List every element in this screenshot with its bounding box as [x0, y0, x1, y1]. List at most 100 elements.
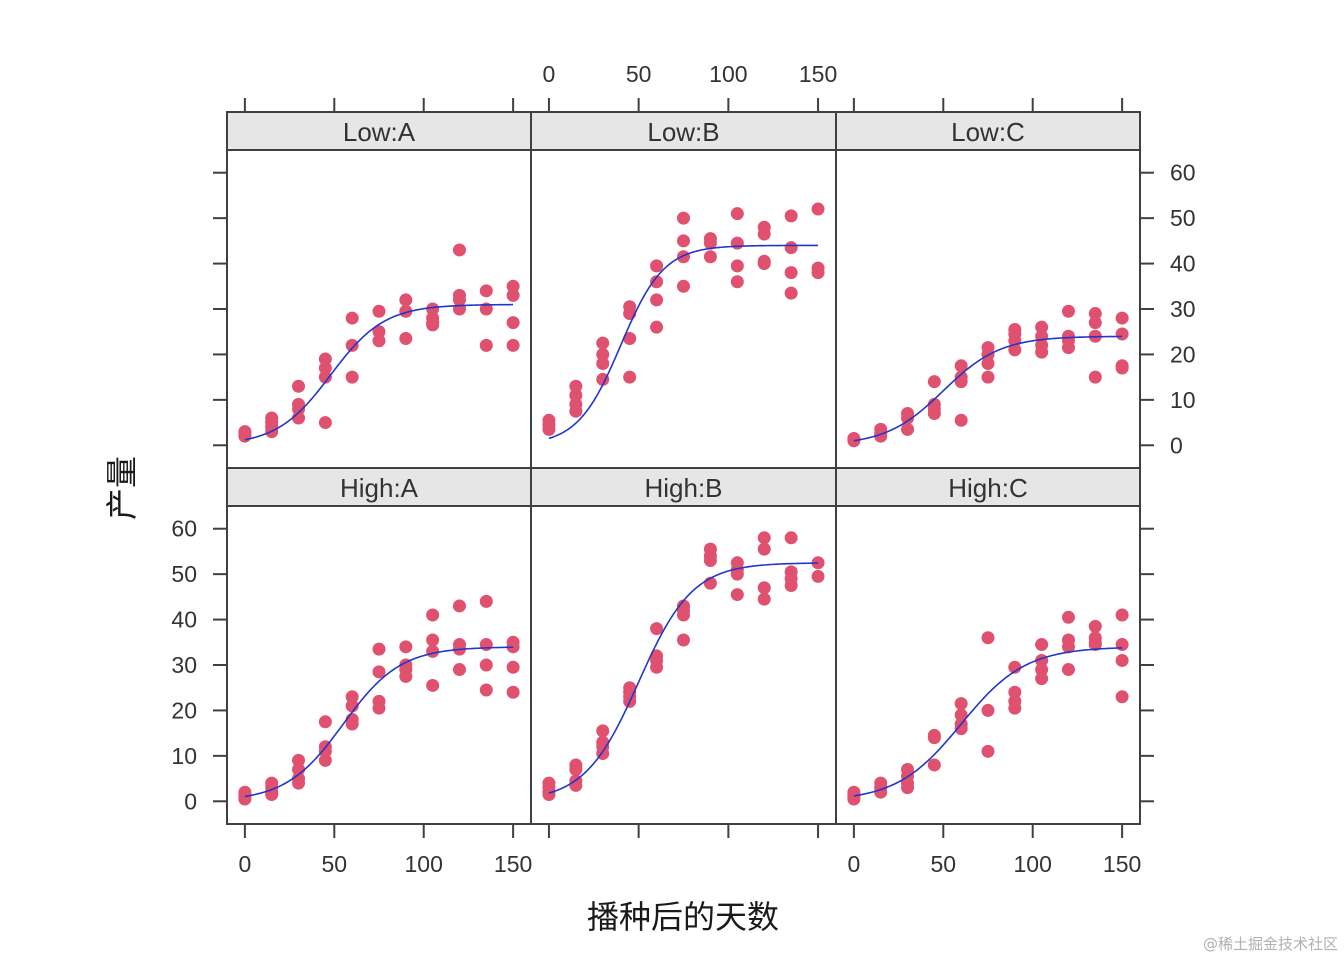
data-point: [318, 744, 332, 758]
data-point: [596, 336, 610, 350]
y-tick-label: 40: [1170, 251, 1196, 277]
data-point: [596, 357, 610, 371]
x-tick-label: 100: [405, 851, 443, 877]
data-point: [981, 631, 995, 645]
strip-background: [227, 468, 531, 506]
fit-line: [853, 335, 1123, 442]
data-point: [784, 266, 798, 280]
data-point: [1061, 304, 1075, 318]
data-point: [901, 781, 915, 795]
data-point: [569, 762, 583, 776]
data-point: [650, 293, 664, 307]
data-point: [811, 556, 825, 570]
data-point: [1008, 701, 1022, 715]
data-point: [506, 660, 520, 674]
data-point: [596, 347, 610, 361]
strip-label: High:A: [340, 473, 419, 503]
data-point: [238, 429, 252, 443]
data-point: [1115, 327, 1129, 341]
x-tick-label: 0: [543, 61, 556, 87]
y-tick-label: 30: [1170, 296, 1196, 322]
data-point: [981, 357, 995, 371]
data-point: [345, 690, 359, 704]
data-point: [318, 416, 332, 430]
data-point: [426, 318, 440, 332]
data-point: [452, 293, 466, 307]
data-point: [811, 569, 825, 583]
data-point: [1035, 345, 1049, 359]
data-point: [623, 332, 637, 346]
data-point: [784, 286, 798, 300]
data-point: [506, 279, 520, 293]
y-tick-label: 10: [171, 743, 197, 769]
data-point: [703, 250, 717, 264]
data-point: [650, 660, 664, 674]
x-tick-label: 100: [1014, 851, 1052, 877]
strip-label: Low:A: [343, 117, 416, 147]
strip-label: Low:C: [951, 117, 1025, 147]
strip-background: [531, 112, 836, 150]
data-point: [650, 275, 664, 289]
data-point: [569, 379, 583, 393]
data-point: [399, 332, 413, 346]
data-point: [506, 338, 520, 352]
y-tick-label: 50: [171, 561, 197, 587]
data-point: [927, 406, 941, 420]
x-tick-label: 0: [847, 851, 860, 877]
y-tick-label: 40: [171, 607, 197, 633]
data-point: [318, 753, 332, 767]
data-point: [506, 316, 520, 330]
data-point: [1061, 341, 1075, 355]
data-point: [1088, 619, 1102, 633]
data-point: [1115, 361, 1129, 375]
data-point: [757, 227, 771, 241]
data-point: [238, 792, 252, 806]
data-point: [730, 275, 744, 289]
strip-background: [836, 112, 1140, 150]
strip-background: [227, 112, 531, 150]
panel-high-b: High:B: [531, 468, 836, 801]
data-point: [650, 320, 664, 334]
fit-line: [244, 303, 514, 441]
data-point: [981, 370, 995, 384]
points: [238, 243, 520, 443]
x-tick-label: 100: [709, 61, 747, 87]
data-point: [1115, 690, 1129, 704]
y-tick-label: 0: [184, 788, 197, 814]
data-point: [479, 638, 493, 652]
data-point: [650, 622, 664, 636]
data-point: [677, 279, 690, 293]
data-point: [1115, 638, 1129, 652]
data-point: [596, 372, 610, 386]
y-tick-label: 20: [171, 697, 197, 723]
data-point: [345, 311, 359, 325]
data-point: [730, 567, 744, 581]
strip-label: High:B: [644, 473, 722, 503]
data-point: [372, 701, 386, 715]
points: [847, 304, 1129, 448]
y-axis-title: 产量: [103, 456, 141, 520]
data-point: [569, 404, 583, 418]
data-point: [1061, 640, 1075, 654]
data-point: [650, 259, 664, 273]
data-point: [452, 302, 466, 316]
fit-line: [853, 647, 1123, 797]
points: [238, 594, 520, 806]
data-point: [426, 302, 440, 316]
data-point: [345, 370, 359, 384]
data-point: [345, 338, 359, 352]
panel-frames: [226, 111, 1141, 825]
x-tick-label: 0: [238, 851, 251, 877]
strip-background: [836, 468, 1140, 506]
strip-background: [531, 468, 836, 506]
x-axis-title: 播种后的天数: [587, 898, 779, 936]
data-point: [292, 379, 306, 393]
data-point: [1088, 370, 1102, 384]
data-point: [399, 304, 413, 318]
data-point: [730, 259, 744, 273]
data-point: [452, 663, 466, 677]
data-point: [757, 542, 771, 556]
data-point: [757, 531, 771, 545]
fit-line: [548, 562, 819, 794]
